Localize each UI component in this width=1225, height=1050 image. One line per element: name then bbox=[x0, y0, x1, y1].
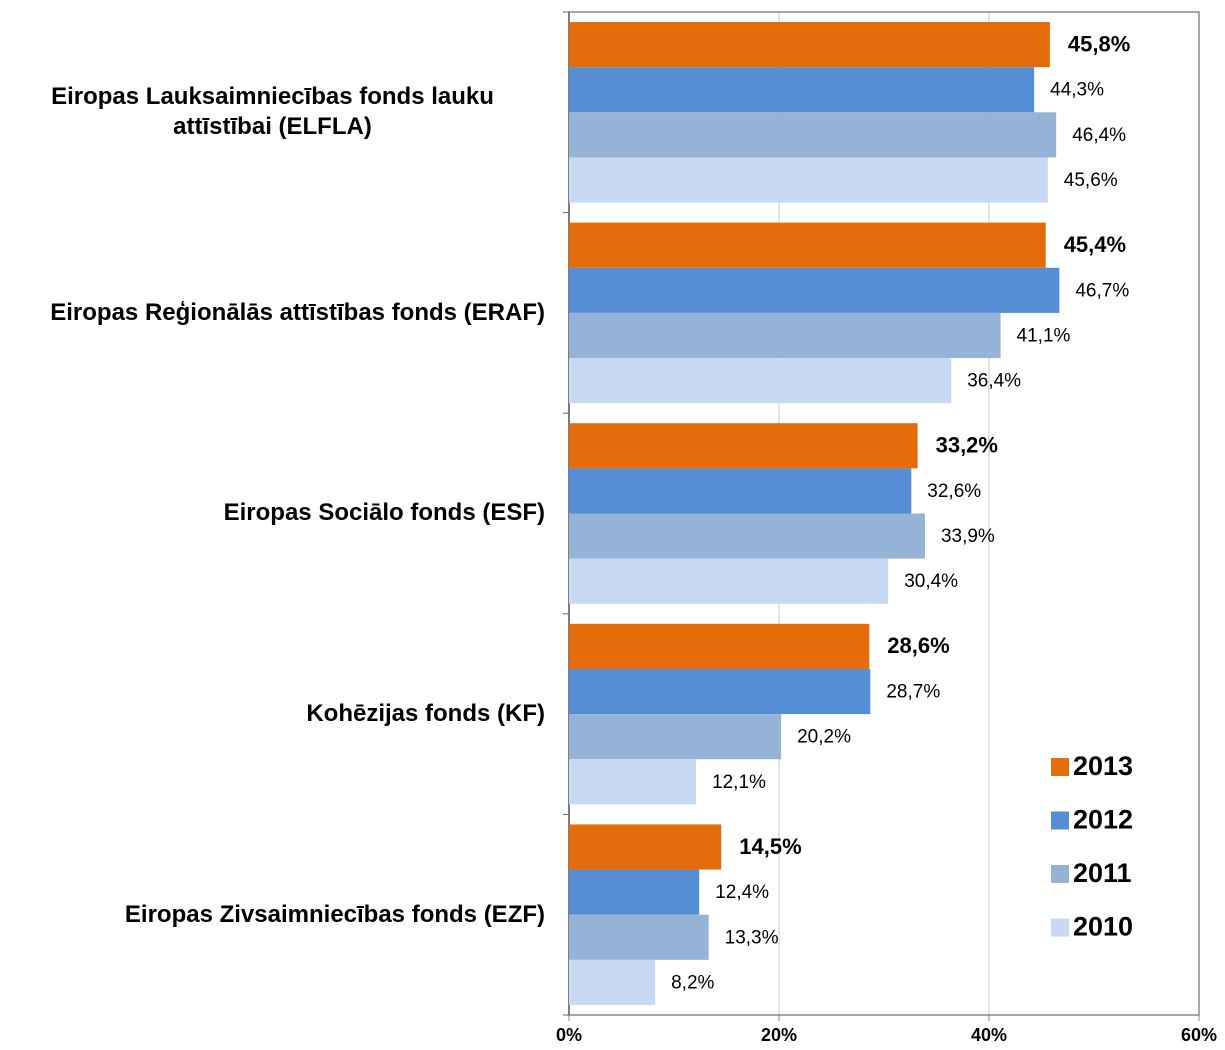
bar bbox=[569, 112, 1057, 158]
category-label-box: Kohēzijas fonds (KF) bbox=[306, 614, 545, 815]
bar bbox=[569, 468, 912, 514]
bar bbox=[569, 623, 870, 669]
category-label-box: Eiropas Sociālo fonds (ESF) bbox=[224, 413, 545, 614]
data-label: 45,4% bbox=[1064, 232, 1126, 257]
legend-label: 2010 bbox=[1073, 912, 1133, 942]
data-label: 45,6% bbox=[1064, 170, 1118, 191]
bar bbox=[569, 959, 656, 1005]
y-tick-label: Eiropas Lauksaimniecības fonds lauku att… bbox=[51, 83, 494, 141]
bar bbox=[569, 222, 1046, 268]
bar bbox=[569, 513, 925, 559]
bar bbox=[569, 67, 1035, 113]
data-label: 20,2% bbox=[797, 727, 851, 748]
legend-label: 2011 bbox=[1073, 858, 1132, 888]
data-label: 14,5% bbox=[739, 834, 801, 859]
bar bbox=[569, 914, 709, 960]
bar bbox=[569, 759, 697, 805]
x-tick-label: 20% bbox=[761, 1025, 797, 1045]
bar bbox=[569, 157, 1048, 203]
y-tick-label: Eiropas Zivsaimniecības fonds (EZF) bbox=[124, 900, 545, 928]
y-tick-label: Eiropas Sociālo fonds (ESF) bbox=[223, 499, 545, 527]
y-tick-label: Kohēzijas fonds (KF) bbox=[306, 700, 545, 728]
legend-label: 2012 bbox=[1073, 805, 1133, 835]
bar bbox=[569, 824, 722, 870]
category-label-box: Eiropas Lauksaimniecības fonds lauku att… bbox=[0, 12, 545, 213]
data-label: 45,8% bbox=[1068, 31, 1130, 56]
bar bbox=[569, 267, 1060, 313]
data-label: 46,4% bbox=[1072, 125, 1126, 146]
data-label: 28,7% bbox=[886, 682, 940, 703]
data-label: 8,2% bbox=[671, 972, 714, 993]
data-label: 28,6% bbox=[887, 633, 949, 658]
data-label: 13,3% bbox=[725, 927, 779, 948]
legend-swatch bbox=[1051, 811, 1069, 830]
y-tick-label: Eiropas Reģionālās attīstības fonds (ERA… bbox=[50, 298, 545, 326]
bar bbox=[569, 22, 1050, 68]
data-label: 46,7% bbox=[1075, 280, 1129, 301]
bar bbox=[569, 668, 871, 715]
legend-swatch bbox=[1051, 865, 1069, 883]
data-label: 33,9% bbox=[941, 526, 995, 547]
x-tick-label: 60% bbox=[1181, 1025, 1217, 1045]
legend-swatch bbox=[1051, 758, 1069, 776]
data-label: 41,1% bbox=[1017, 325, 1071, 346]
category-label-box: Eiropas Reģionālās attīstības fonds (ERA… bbox=[50, 213, 545, 414]
bar bbox=[569, 869, 700, 915]
bar bbox=[569, 714, 782, 760]
data-label: 32,6% bbox=[927, 481, 981, 502]
bar bbox=[569, 423, 918, 469]
data-label: 30,4% bbox=[904, 571, 958, 592]
x-tick-label: 0% bbox=[556, 1025, 582, 1045]
x-tick-label: 40% bbox=[971, 1025, 1007, 1045]
category-label-box: Eiropas Zivsaimniecības fonds (EZF) bbox=[125, 814, 545, 1015]
legend-label: 2013 bbox=[1073, 751, 1133, 781]
data-label: 12,1% bbox=[712, 772, 766, 793]
data-label: 44,3% bbox=[1050, 80, 1104, 101]
data-label: 36,4% bbox=[967, 371, 1021, 392]
bar bbox=[569, 358, 952, 404]
bar bbox=[569, 558, 889, 604]
data-label: 33,2% bbox=[936, 433, 998, 458]
legend-swatch bbox=[1051, 918, 1069, 937]
data-label: 12,4% bbox=[715, 882, 769, 903]
bar bbox=[569, 312, 1001, 359]
